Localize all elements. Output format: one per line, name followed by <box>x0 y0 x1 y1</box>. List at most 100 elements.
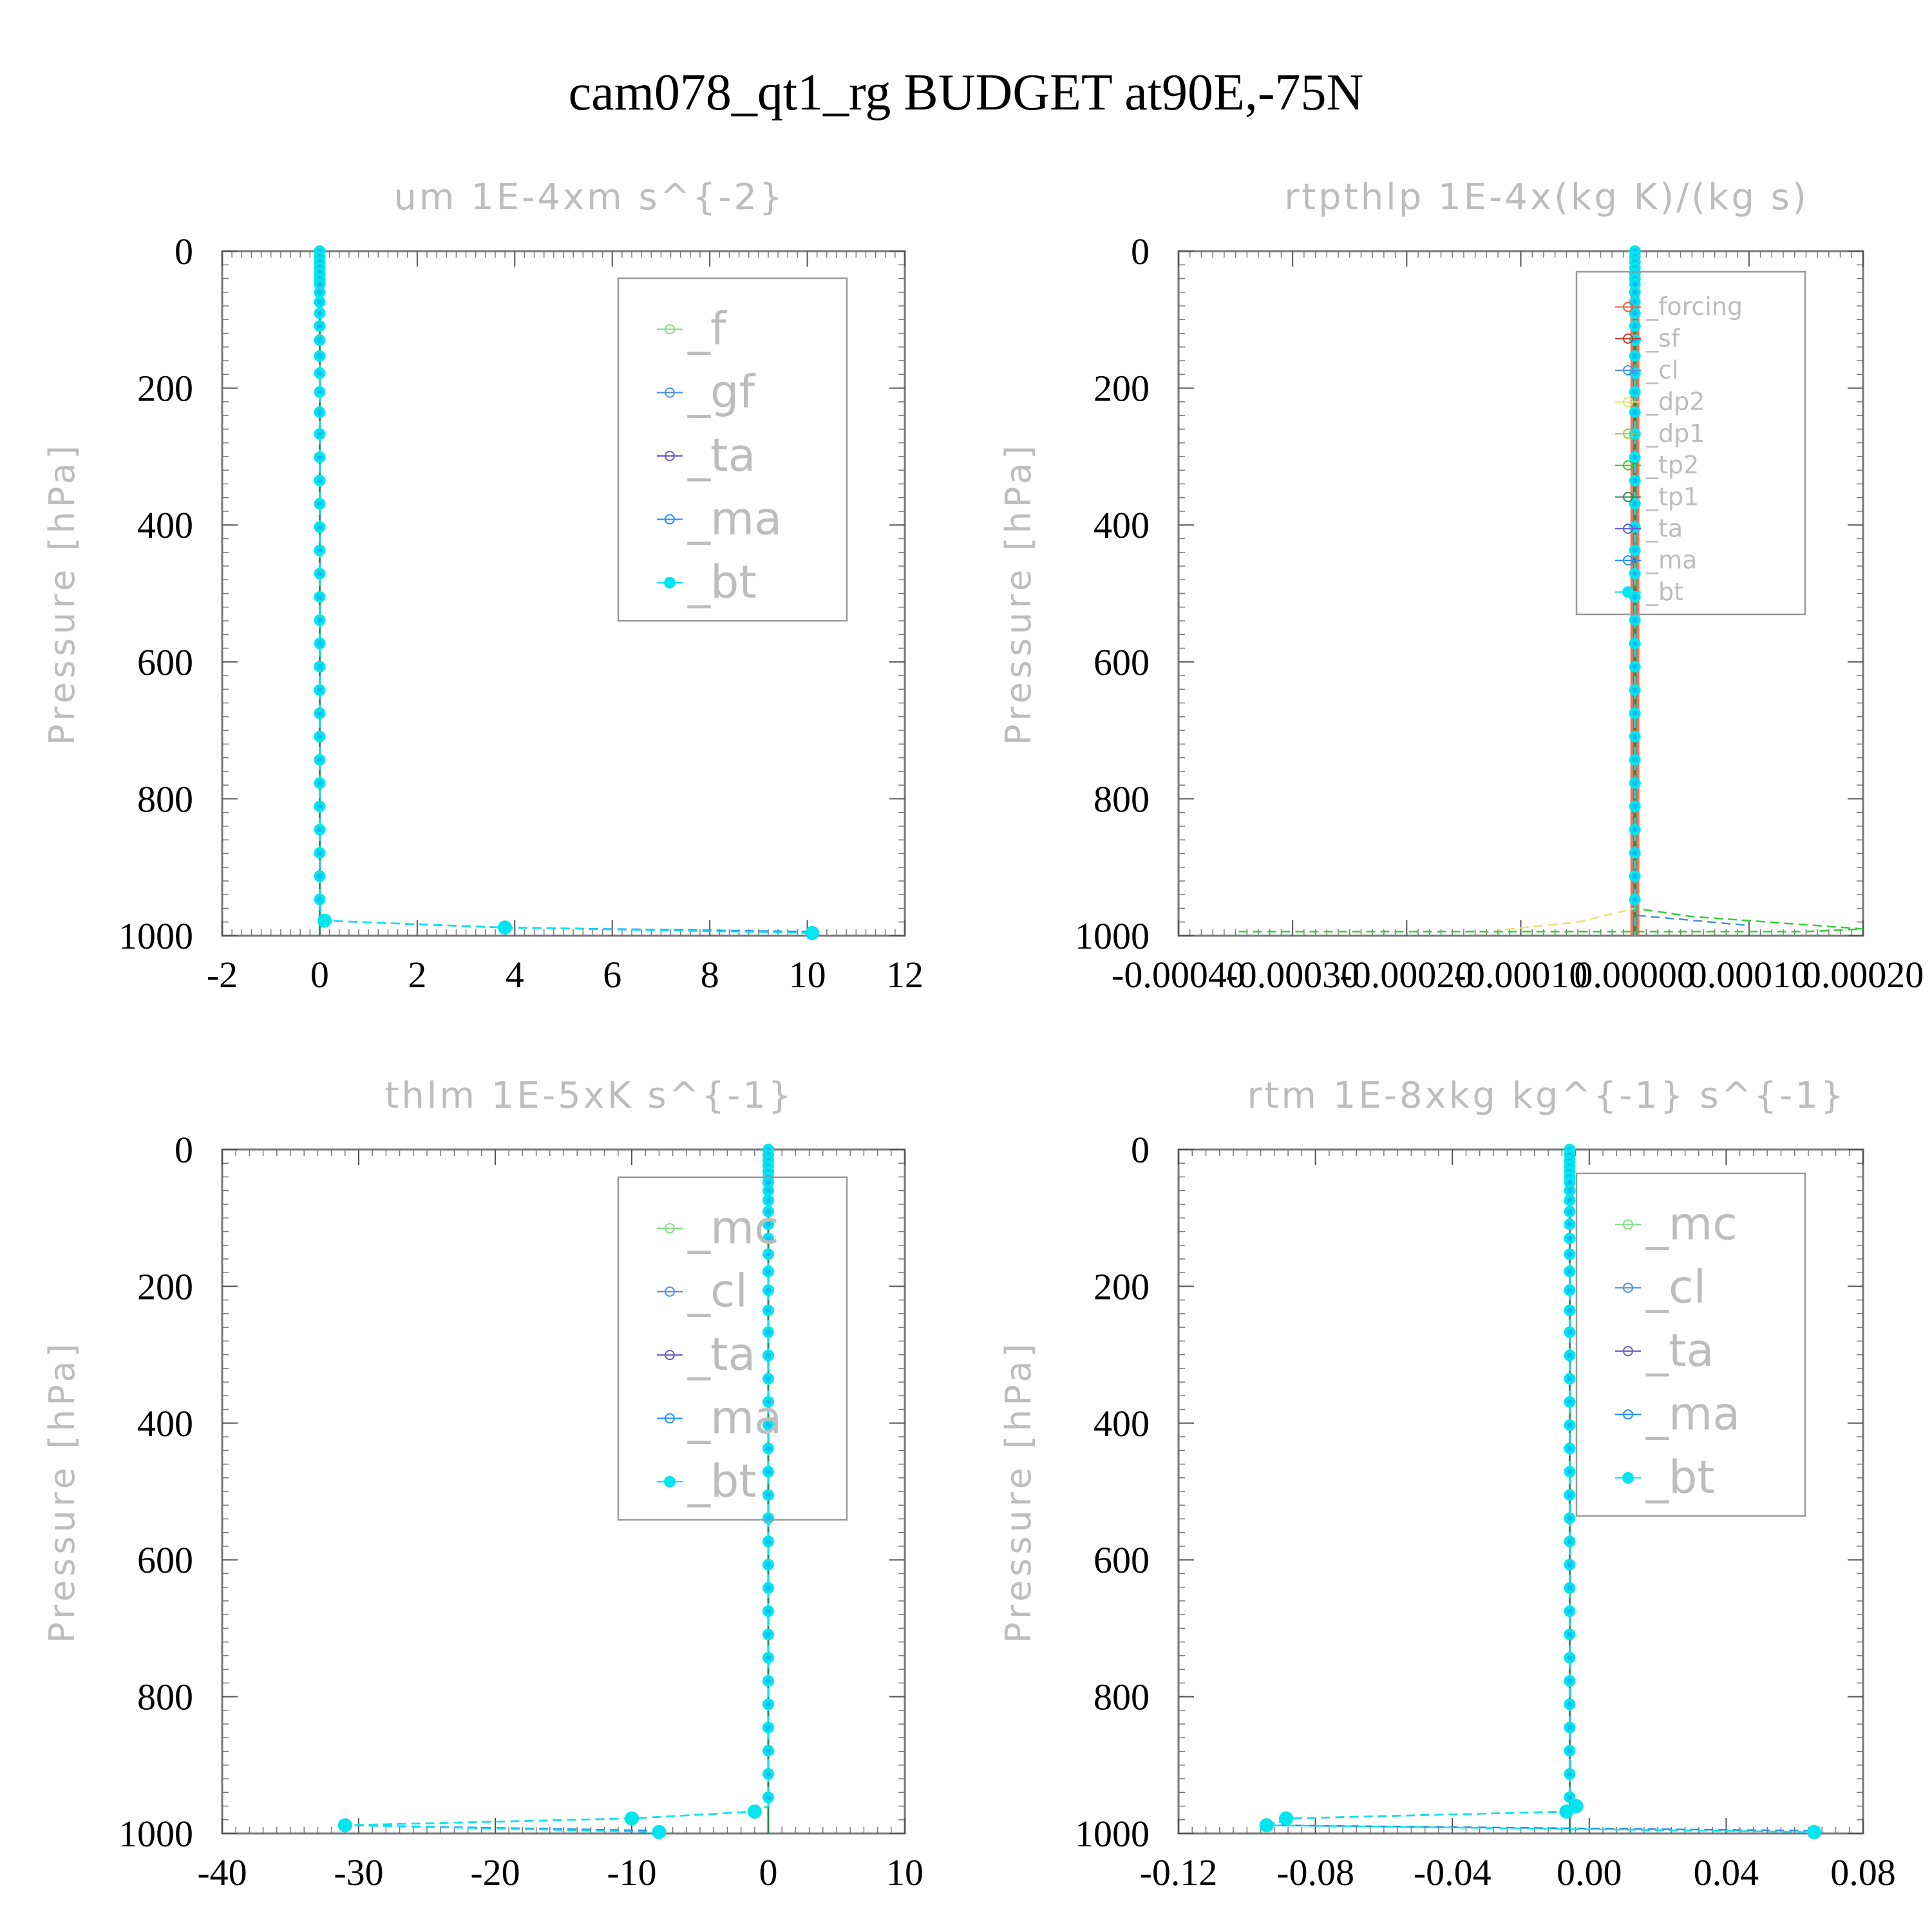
legend-marker <box>1623 365 1633 375</box>
ma-point <box>1632 389 1638 395</box>
bt-point <box>1559 1804 1574 1819</box>
legend-marker <box>1623 1282 1633 1293</box>
legend-label: _dp2 <box>1645 388 1705 416</box>
series-line <box>1497 251 1636 931</box>
legend-label: _dp1 <box>1645 419 1705 448</box>
legend-label: _mc <box>1645 1197 1738 1250</box>
y-axis-label: Pressure [hPa] <box>42 1340 82 1643</box>
minor-ticks <box>1178 251 1864 936</box>
ma-point <box>1632 454 1638 460</box>
x-tick-label: 0.00020 <box>1803 954 1924 996</box>
legend-label: _f <box>687 302 727 355</box>
ma-point <box>766 1678 771 1684</box>
ma-point <box>1632 710 1638 716</box>
ma-point <box>317 687 323 693</box>
x-tick-label: 10 <box>886 1852 923 1893</box>
ma-point <box>1632 571 1638 576</box>
ma-point <box>1632 873 1638 879</box>
ma-point <box>1567 1188 1573 1193</box>
legend-marker <box>1623 1219 1633 1230</box>
ma-point <box>317 827 323 833</box>
legend-label: _ta <box>1645 1324 1714 1377</box>
ma-point <box>1632 850 1638 856</box>
ma-point <box>1632 310 1638 316</box>
ma-point <box>1567 1269 1573 1274</box>
legend-label: _forcing <box>1645 292 1743 321</box>
x-tick-label: -0.00030 <box>1226 954 1359 996</box>
series-line <box>319 251 813 934</box>
ma-point <box>1567 1655 1573 1661</box>
ma-point <box>1632 281 1638 287</box>
ma-point <box>1632 687 1638 693</box>
legend-marker <box>1623 1346 1633 1356</box>
ma-point <box>766 1352 771 1358</box>
ma-point <box>1567 1748 1573 1754</box>
ma-point <box>1567 1446 1573 1452</box>
legend-label: _ta <box>687 1328 755 1381</box>
ma-point <box>317 734 323 739</box>
ma-point <box>766 1197 771 1203</box>
legend-label: _cl <box>687 1265 748 1318</box>
legend-marker <box>665 387 675 398</box>
ma-point <box>766 1236 771 1242</box>
ma-point <box>1567 1422 1573 1428</box>
legend-label: _ma <box>1645 546 1697 574</box>
plot-frame <box>221 1148 906 1835</box>
ma-point <box>317 289 323 295</box>
ma-point <box>766 1179 771 1185</box>
legend-marker <box>1623 428 1633 439</box>
ma-point <box>766 1655 771 1661</box>
ma-point <box>766 1269 771 1274</box>
panel-1: um 1E-4xm s^{-2} Pressure [hPa] 0 200 400 600… <box>42 176 923 996</box>
ma-point <box>1632 757 1638 762</box>
y-axis-label: Pressure [hPa] <box>998 442 1039 745</box>
bt-point <box>498 920 513 935</box>
legend-label: _tp2 <box>1645 451 1699 479</box>
x-tick-label: 0.04 <box>1694 1852 1759 1893</box>
ma-point <box>766 1221 771 1227</box>
legend-box <box>617 1176 848 1521</box>
x-tick-label: 0 <box>759 1852 778 1893</box>
legend-marker <box>1623 524 1633 534</box>
bt-point <box>652 1824 667 1839</box>
legend-label: _cl <box>1645 1261 1706 1314</box>
ma-point <box>1632 664 1638 670</box>
x-tick-label: 4 <box>506 954 524 996</box>
y-tick-label: 1000 <box>1075 915 1150 957</box>
ma-point <box>317 641 323 647</box>
ma-point <box>766 1329 771 1335</box>
y-tick-label: 600 <box>137 1539 193 1581</box>
ma-point <box>317 389 323 395</box>
y-tick-label: 800 <box>137 778 193 820</box>
ma-point <box>766 1492 771 1498</box>
ma-point <box>317 571 323 576</box>
ma-point <box>1567 1492 1573 1498</box>
ma-point <box>1567 1539 1573 1544</box>
ma-point <box>1632 501 1638 507</box>
ma-point <box>1567 1631 1573 1637</box>
ma-point <box>1567 1376 1573 1381</box>
y-tick-label: 1000 <box>118 1813 193 1855</box>
legend-marker <box>1623 397 1633 408</box>
y-tick-label: 400 <box>137 504 193 546</box>
ma-point <box>317 410 323 415</box>
legend-marker <box>1622 1472 1634 1484</box>
bt-point <box>805 925 820 940</box>
ma-point <box>1632 478 1638 484</box>
y-tick-label: 600 <box>1094 641 1150 683</box>
ma-point <box>1632 410 1638 415</box>
bt-point <box>317 913 332 928</box>
ma-point <box>317 337 323 343</box>
ma-point <box>1632 289 1638 295</box>
bt-point <box>625 1811 639 1826</box>
ma-point <box>766 1209 771 1215</box>
legend-label: _bt <box>687 1455 757 1508</box>
ma-point <box>1567 1399 1573 1405</box>
ma-point <box>1567 1562 1573 1567</box>
ma-point <box>766 1562 771 1567</box>
ma-point <box>766 1376 771 1381</box>
legend-box <box>617 277 848 622</box>
y-tick-label: 400 <box>137 1403 193 1444</box>
ma-point <box>1567 1179 1573 1185</box>
ma-point <box>766 1469 771 1475</box>
